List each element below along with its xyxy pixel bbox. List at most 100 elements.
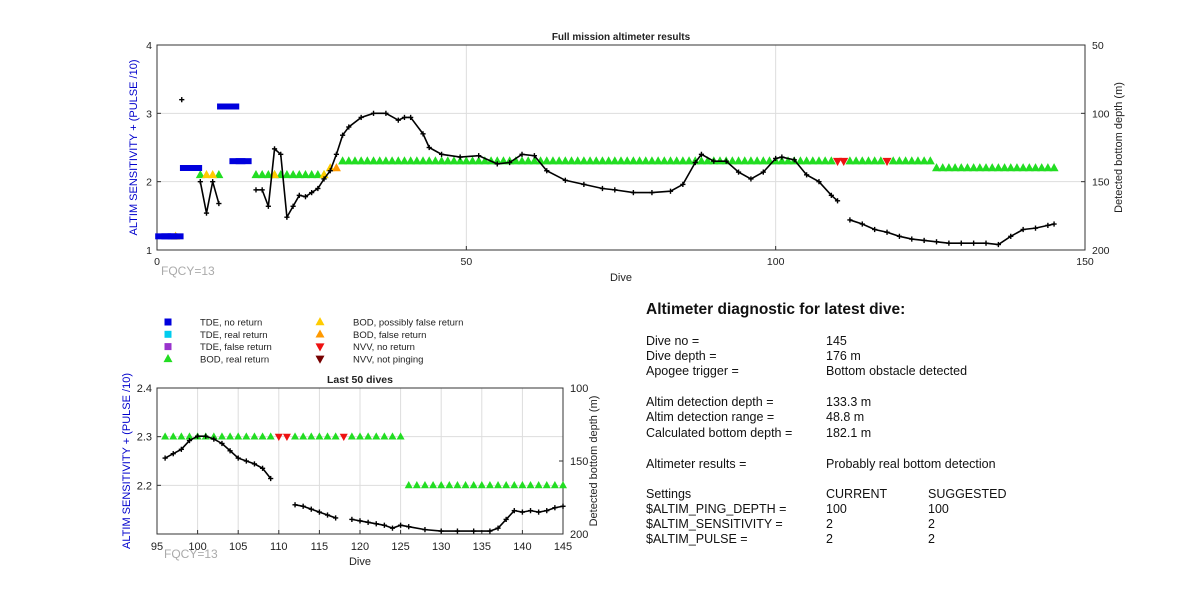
marker-bod-real-return bbox=[981, 163, 991, 172]
apogee-value: Bottom obstacle detected bbox=[826, 364, 968, 378]
marker-bod-real-return bbox=[412, 481, 421, 489]
marker-bod-real-return bbox=[526, 481, 535, 489]
marker-bod-real-return bbox=[429, 481, 438, 489]
marker-bod-real-return bbox=[356, 156, 366, 165]
marker-bod-real-return bbox=[461, 481, 470, 489]
marker-bod-real-return bbox=[381, 156, 391, 165]
y-axis-label: ALTIM SENSITIVITY + (PULSE /10) bbox=[121, 373, 133, 549]
marker-bod-real-return bbox=[1037, 163, 1047, 172]
marker-bod-real-return bbox=[1031, 163, 1041, 172]
marker-bod-possibly-false bbox=[325, 163, 335, 172]
marker-bod-real-return bbox=[647, 156, 657, 165]
marker-bod-real-return bbox=[542, 156, 552, 165]
marker-bod-real-return bbox=[369, 156, 379, 165]
marker-bod-real-return bbox=[579, 156, 589, 165]
marker-bod-real-return bbox=[696, 156, 706, 165]
marker-bod-real-return bbox=[1012, 163, 1022, 172]
y-tick-label: 3 bbox=[146, 108, 152, 120]
marker-bod-real-return bbox=[703, 156, 713, 165]
y-tick-label: 2.3 bbox=[137, 432, 152, 444]
marker-bod-real-return bbox=[814, 156, 824, 165]
marker-bod-real-return bbox=[752, 156, 762, 165]
marker-bod-real-return bbox=[550, 481, 559, 489]
pulse-label: $ALTIM_PULSE = bbox=[646, 532, 748, 546]
legend-bod-possibly-label: BOD, possibly false return bbox=[353, 318, 463, 329]
x-tick-label: 125 bbox=[391, 541, 409, 553]
plot-area bbox=[157, 45, 1085, 250]
y-tick-label: 1 bbox=[146, 245, 152, 257]
marker-bod-real-return bbox=[242, 432, 251, 440]
apogee-label: Apogee trigger = bbox=[646, 364, 739, 378]
legend-bod-false-swatch bbox=[315, 329, 325, 338]
marker-nvv-no-return bbox=[882, 157, 892, 167]
marker-bod-real-return bbox=[857, 156, 867, 165]
sensitivity-current: 2 bbox=[826, 517, 833, 531]
plot-frame bbox=[156, 387, 564, 535]
marker-bod-real-return bbox=[956, 163, 966, 172]
marker-bod-real-return bbox=[604, 156, 614, 165]
marker-bod-real-return bbox=[469, 481, 478, 489]
dive-depth-label: Dive depth = bbox=[646, 349, 717, 363]
x-tick-label: 145 bbox=[554, 541, 572, 553]
marker-bod-real-return bbox=[412, 156, 422, 165]
marker-bod-real-return bbox=[894, 156, 904, 165]
marker-bod-real-return bbox=[420, 481, 429, 489]
marker-bod-real-return bbox=[315, 432, 324, 440]
y2-tick-label: 200 bbox=[570, 529, 588, 541]
marker-bod-real-return bbox=[523, 156, 533, 165]
marker-bod-real-return bbox=[950, 163, 960, 172]
y2-tick-label: 150 bbox=[1092, 177, 1110, 189]
pulse-current: 2 bbox=[826, 532, 833, 546]
marker-bod-real-return bbox=[925, 156, 935, 165]
marker-bod-real-return bbox=[665, 156, 675, 165]
marker-bod-real-return bbox=[746, 156, 756, 165]
marker-nvv-no-return bbox=[339, 433, 348, 441]
marker-nvv-no-return bbox=[839, 157, 849, 167]
marker-bod-real-return bbox=[529, 156, 539, 165]
marker-bod-real-return bbox=[554, 156, 564, 165]
marker-nvv-no-return bbox=[274, 433, 283, 441]
calculated-depth-label: Calculated bottom depth = bbox=[646, 426, 793, 440]
marker-bod-real-return bbox=[393, 156, 403, 165]
marker-bod-real-return bbox=[585, 156, 595, 165]
marker-bod-real-return bbox=[653, 156, 663, 165]
marker-bod-real-return bbox=[975, 163, 985, 172]
marker-bod-real-return bbox=[502, 481, 511, 489]
marker-bod-real-return bbox=[250, 432, 259, 440]
marker-bod-real-return bbox=[185, 432, 194, 440]
detection-range-label: Altim detection range = bbox=[646, 410, 775, 424]
legend-bod-false-label: BOD, false return bbox=[353, 330, 426, 341]
marker-bod-real-return bbox=[678, 156, 688, 165]
legend-tde-no-label: TDE, no return bbox=[200, 318, 262, 329]
legend-bod-possibly-swatch bbox=[315, 317, 325, 326]
x-axis-label: Dive bbox=[610, 272, 632, 284]
marker-bod-real-return bbox=[1000, 163, 1010, 172]
marker-bod-real-return bbox=[1049, 163, 1059, 172]
marker-bod-real-return bbox=[418, 156, 428, 165]
suggested-header: SUGGESTED bbox=[928, 487, 1007, 501]
plot-frame bbox=[156, 44, 1086, 251]
marker-bod-real-return bbox=[944, 163, 954, 172]
marker-bod-real-return bbox=[474, 156, 484, 165]
marker-bod-real-return bbox=[808, 156, 818, 165]
marker-bod-real-return bbox=[226, 432, 235, 440]
marker-bod-real-return bbox=[455, 156, 465, 165]
legend-tde-false-swatch bbox=[164, 343, 172, 351]
y2-tick-label: 100 bbox=[1092, 108, 1110, 120]
marker-bod-real-return bbox=[430, 156, 440, 165]
marker-bod-real-return bbox=[641, 156, 651, 165]
marker-bod-real-return bbox=[659, 156, 669, 165]
depth-line bbox=[351, 505, 564, 532]
x-tick-label: 140 bbox=[513, 541, 531, 553]
marker-bod-real-return bbox=[919, 156, 929, 165]
marker-bod-real-return bbox=[826, 156, 836, 165]
marker-bod-real-return bbox=[288, 169, 298, 179]
marker-bod-real-return bbox=[177, 432, 186, 440]
marker-bod-real-return bbox=[734, 156, 744, 165]
legend-tde-false-label: TDE, false return bbox=[200, 342, 272, 353]
marker-bod-real-return bbox=[542, 481, 551, 489]
marker-bod-real-return bbox=[453, 481, 462, 489]
marker-bod-real-return bbox=[987, 163, 997, 172]
